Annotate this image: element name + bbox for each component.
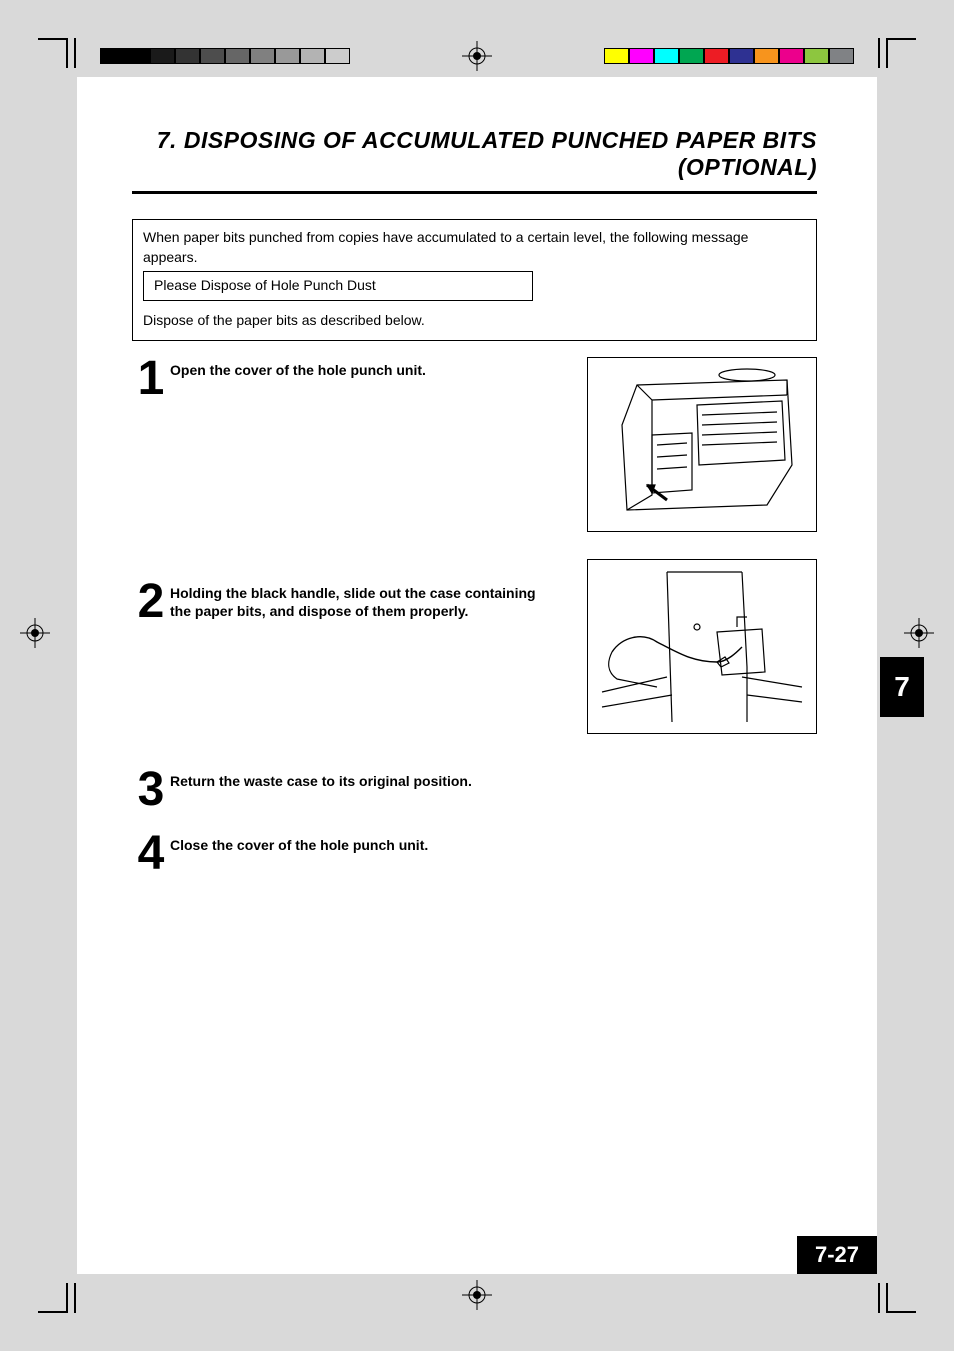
color-bar [604, 48, 854, 64]
info-followup: Dispose of the paper bits as described b… [143, 311, 806, 331]
step-text: Close the cover of the hole punch unit. [170, 832, 428, 854]
step-4: 4 Close the cover of the hole punch unit… [132, 832, 817, 875]
steps: 1 Open the cover of the hole punch unit.… [132, 357, 817, 895]
info-intro: When paper bits punched from copies have… [143, 228, 806, 267]
step-1: 1 Open the cover of the hole punch unit. [132, 357, 817, 400]
step-3: 3 Return the waste case to its original … [132, 768, 817, 811]
step-number: 1 [132, 357, 170, 400]
step-2: 2 Holding the black handle, slide out th… [132, 580, 817, 623]
registration-mark-icon [462, 1280, 492, 1310]
step-text: Return the waste case to its original po… [170, 768, 472, 790]
step-text: Open the cover of the hole punch unit. [170, 357, 426, 379]
greyscale-bar [100, 48, 350, 64]
divider [132, 192, 817, 194]
registration-mark-icon [462, 41, 492, 71]
step-text: Holding the black handle, slide out the … [170, 580, 540, 620]
page-title: 7. DISPOSING OF ACCUMULATED PUNCHED PAPE… [132, 127, 817, 194]
page: 7. DISPOSING OF ACCUMULATED PUNCHED PAPE… [77, 77, 877, 1274]
registration-mark-icon [20, 618, 50, 648]
step-number: 3 [132, 768, 170, 811]
page-number: 7-27 [797, 1236, 877, 1274]
registration-mark-icon [904, 618, 934, 648]
step-number: 4 [132, 832, 170, 875]
info-box: When paper bits punched from copies have… [132, 219, 817, 341]
display-message: Please Dispose of Hole Punch Dust [143, 271, 533, 301]
chapter-tab: 7 [880, 657, 924, 717]
step-number: 2 [132, 580, 170, 623]
